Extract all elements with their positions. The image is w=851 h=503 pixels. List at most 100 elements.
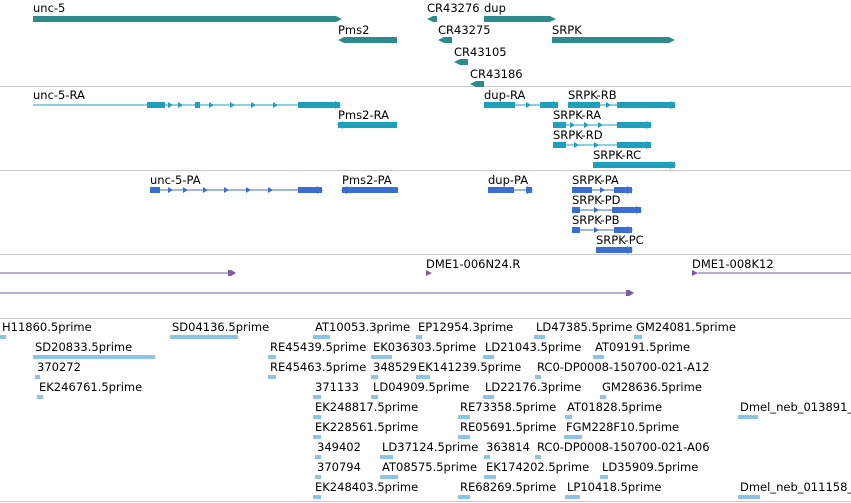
est-feature[interactable]: EK248403.5prime	[313, 480, 418, 499]
est-feature[interactable]: LD47385.5prime	[534, 320, 632, 339]
transcript-label: SRPK-RB	[568, 88, 617, 102]
est-feature[interactable]: EP12954.3prime	[416, 320, 513, 339]
est-label: LP10418.5prime	[567, 480, 661, 494]
gene-bar[interactable]	[552, 37, 675, 43]
transcript-model[interactable]	[568, 101, 676, 109]
est-feature[interactable]: RC0-DP0008-150700-021-A06	[535, 440, 710, 459]
transcript-model[interactable]	[33, 101, 341, 109]
protein-model[interactable]	[150, 186, 323, 194]
protein-model[interactable]	[572, 206, 642, 214]
est-feature[interactable]: AT08575.5prime	[380, 460, 477, 479]
clone-alignment[interactable]	[0, 270, 236, 276]
est-feature[interactable]: 370272	[35, 360, 81, 379]
transcript-label: Pms2-RA	[338, 108, 389, 122]
transcript-feature[interactable]: SRPK-RD	[553, 128, 652, 149]
gene-label: CR43276	[427, 1, 480, 15]
protein-feature[interactable]: SRPK-PC	[596, 233, 644, 254]
est-feature[interactable]: EK246761.5prime	[37, 380, 142, 399]
est-label: EK141239.5prime	[418, 360, 521, 374]
est-feature[interactable]: RE73358.5prime	[458, 400, 556, 419]
transcript-feature[interactable]: Pms2-RA	[337, 108, 397, 129]
protein-feature[interactable]: unc-5-PA	[150, 173, 323, 194]
est-feature[interactable]: Dmel_neb_013891_0859_284	[738, 400, 851, 419]
est-feature[interactable]: EK141239.5prime	[416, 360, 521, 379]
transcript-feature[interactable]: unc-5-RA	[33, 88, 341, 109]
est-feature[interactable]: EK248817.5prime	[313, 400, 418, 419]
est-feature[interactable]: AT01828.5prime	[565, 400, 662, 419]
est-feature[interactable]: LD21043.5prime	[483, 340, 581, 359]
est-feature[interactable]: 370794	[315, 460, 361, 479]
protein-model[interactable]	[572, 226, 633, 234]
clone-feature[interactable]: DME1-008K12	[692, 257, 851, 276]
est-feature[interactable]: 371133	[313, 380, 359, 399]
est-feature[interactable]: SD20833.5prime	[33, 340, 155, 359]
transcript-model[interactable]	[553, 121, 652, 129]
gene-feature[interactable]: dup	[484, 1, 556, 22]
gene-feature[interactable]: CR43275	[438, 23, 491, 43]
est-feature[interactable]: RE05691.5prime	[458, 420, 556, 439]
transcript-model[interactable]	[484, 101, 559, 109]
gene-bar[interactable]	[338, 37, 397, 43]
est-feature[interactable]: RE45439.5prime	[268, 340, 366, 359]
est-feature[interactable]: 363814	[484, 440, 530, 459]
est-feature[interactable]: AT10053.3prime	[313, 320, 410, 339]
transcript-feature[interactable]: SRPK-RC	[593, 148, 676, 169]
est-feature[interactable]: RC0-DP0008-150700-021-A12	[535, 360, 710, 379]
protein-model[interactable]	[596, 246, 633, 254]
est-feature[interactable]: EK174202.5prime	[484, 460, 589, 479]
transcript-model[interactable]	[593, 161, 676, 169]
transcript-label: SRPK-RD	[553, 128, 603, 142]
gene-feature[interactable]: Pms2	[338, 23, 397, 43]
clone-feature[interactable]: DME1-006N24.R	[426, 257, 520, 276]
est-feature[interactable]: FGM228F10.5prime	[564, 420, 679, 439]
protein-feature[interactable]: SRPK-PD	[572, 193, 642, 214]
gene-bar[interactable]	[438, 37, 452, 43]
protein-model[interactable]	[488, 186, 533, 194]
est-feature[interactable]: 348529	[371, 360, 417, 379]
est-feature[interactable]: LD22176.3prime	[483, 380, 581, 399]
strand-arrow	[627, 246, 633, 254]
gene-bar[interactable]	[427, 16, 437, 22]
gene-bar[interactable]	[470, 81, 484, 87]
clone-end[interactable]	[228, 270, 236, 276]
strand-arrow	[574, 142, 579, 148]
transcript-model[interactable]	[553, 141, 652, 149]
clone-alignment[interactable]	[0, 290, 634, 296]
gene-feature[interactable]: CR43186	[470, 67, 523, 87]
gene-feature[interactable]: SRPK	[552, 23, 675, 43]
transcript-model[interactable]	[337, 121, 397, 129]
clone-end[interactable]	[626, 290, 634, 296]
est-feature[interactable]: LD37124.5prime	[380, 440, 478, 459]
transcript-feature[interactable]: SRPK-RB	[568, 88, 676, 109]
protein-model[interactable]	[572, 186, 633, 194]
gene-feature[interactable]: CR43276	[427, 1, 480, 22]
est-label: AT08575.5prime	[382, 460, 477, 474]
est-feature[interactable]: AT09191.5prime	[593, 340, 690, 359]
est-feature[interactable]: EK228561.5prime	[313, 420, 418, 439]
protein-feature[interactable]: SRPK-PA	[572, 173, 633, 194]
est-feature[interactable]: EK036303.5prime	[371, 340, 476, 359]
est-feature[interactable]: GM24081.5prime	[634, 320, 736, 339]
est-feature[interactable]: LD04909.5prime	[371, 380, 469, 399]
est-feature[interactable]: RE68269.5prime	[458, 480, 556, 499]
est-feature[interactable]: RE45463.5prime	[268, 360, 366, 379]
est-feature[interactable]: LD35909.5prime	[600, 460, 698, 479]
gene-feature[interactable]: CR43105	[454, 45, 507, 65]
gene-feature[interactable]: unc-5	[33, 1, 342, 22]
est-feature[interactable]: Dmel_neb_011158_0835_296	[738, 480, 851, 499]
transcript-feature[interactable]: SRPK-RA	[553, 108, 652, 129]
protein-feature[interactable]: dup-PA	[488, 173, 533, 194]
gene-bar[interactable]	[454, 59, 468, 65]
est-feature[interactable]: GM28636.5prime	[600, 380, 702, 399]
est-feature[interactable]: SD04136.5prime	[170, 320, 269, 339]
gene-bar[interactable]	[33, 16, 342, 22]
protein-model[interactable]	[341, 186, 398, 194]
gene-track: unc-5 Pms2 CR43276 dup CR43275 SRPK CR43105 CR4…	[33, 1, 675, 87]
transcript-feature[interactable]: dup-RA	[484, 88, 559, 109]
protein-feature[interactable]: Pms2-PA	[341, 173, 398, 194]
est-feature[interactable]: 349402	[315, 440, 361, 459]
est-feature[interactable]: H11860.5prime	[0, 320, 92, 339]
gene-bar[interactable]	[484, 16, 556, 22]
est-feature[interactable]: LP10418.5prime	[565, 480, 661, 499]
protein-feature[interactable]: SRPK-PB	[572, 213, 633, 234]
